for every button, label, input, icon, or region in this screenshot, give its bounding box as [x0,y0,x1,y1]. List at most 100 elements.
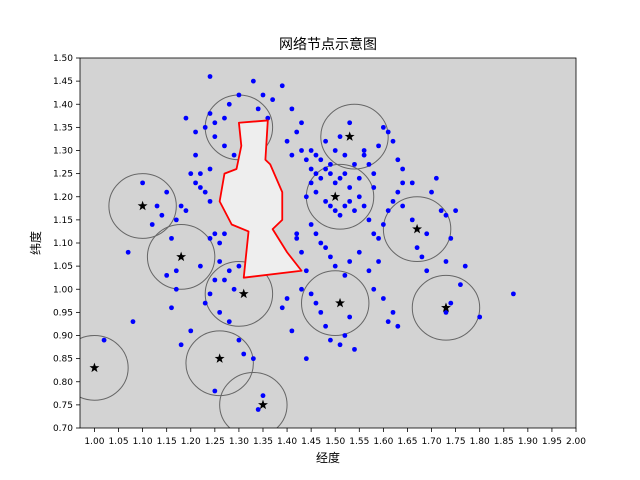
y-tick-label: 0.85 [53,355,73,365]
node-point [308,222,314,227]
node-point [385,319,391,325]
node-point [159,212,165,218]
node-point [284,296,290,301]
node-point [178,342,184,348]
node-point [323,245,328,251]
y-tick-label: 1.00 [53,285,73,295]
y-tick-label: 0.95 [53,308,73,318]
node-point [212,231,218,237]
node-point [328,171,333,177]
node-point [299,148,304,153]
center-star [214,353,225,363]
node-point [342,152,348,158]
node-point [207,235,213,241]
node-point [443,259,449,264]
node-point [313,189,319,195]
y-tick-label: 1.40 [53,100,73,110]
node-point [356,194,362,200]
node-point [222,277,227,283]
node-point [380,222,386,227]
center-nodes [89,131,451,410]
node-point [347,185,353,190]
node-point [342,203,348,209]
x-tick-label: 1.00 [84,437,104,447]
node-point [332,180,338,186]
node-point [222,231,227,237]
y-tick-label: 1.15 [53,216,73,226]
node-point [318,309,324,315]
node-point [207,74,213,79]
node-point [337,134,343,140]
network-nodes [101,74,516,412]
node-point [332,263,338,269]
x-tick-label: 2.00 [566,437,586,447]
coverage-circle [108,173,177,239]
center-star [137,200,148,211]
node-point [313,300,319,306]
x-tick-label: 1.65 [397,437,417,447]
x-tick-label: 1.20 [181,437,201,447]
node-point [361,152,367,158]
node-point [361,203,367,209]
y-tick-label: 1.05 [53,262,73,272]
node-point [193,129,198,135]
node-point [390,309,396,315]
node-point [279,83,285,89]
node-point [395,189,401,195]
node-point [433,175,439,181]
node-point [178,203,184,209]
node-point [323,138,328,144]
node-point [154,203,160,209]
x-tick-label: 1.40 [277,437,297,447]
node-point [265,115,271,121]
y-tick-label: 0.90 [53,332,73,342]
node-point [308,180,314,186]
y-tick-label: 1.50 [53,54,73,64]
node-point [347,314,353,320]
node-point [371,231,377,237]
node-point [207,198,213,204]
node-point [376,143,381,149]
x-tick-label: 1.60 [373,437,393,447]
node-point [289,328,295,334]
node-point [226,101,232,107]
node-point [318,157,324,163]
node-point [366,161,372,167]
node-point [217,259,223,264]
node-point [371,286,377,292]
node-point [188,171,194,177]
node-point [462,263,468,269]
y-tick-label: 1.20 [53,193,73,203]
node-point [236,92,242,98]
node-point [390,138,396,144]
node-point [193,180,198,186]
node-point [164,189,170,195]
y-tick-label: 0.70 [53,424,73,434]
node-point [255,106,261,112]
node-point [270,97,276,103]
node-point [207,111,213,116]
coverage-circle [382,196,452,262]
node-point [390,198,396,204]
node-point [429,189,434,195]
node-point [376,235,381,241]
region-polygon-layer [218,119,303,279]
x-tick-label: 1.35 [253,437,273,447]
plot-area [80,58,576,428]
node-point [299,286,304,292]
node-point [510,291,516,297]
node-point [361,148,367,153]
node-point [385,129,391,135]
node-point [284,138,290,144]
node-point [212,120,218,126]
node-point [332,208,338,214]
node-point [212,388,218,394]
node-point [352,208,357,214]
node-point [400,166,406,172]
node-point [149,222,155,227]
node-point [308,291,314,297]
center-star [89,362,100,373]
node-point [173,217,179,223]
node-point [255,407,261,412]
